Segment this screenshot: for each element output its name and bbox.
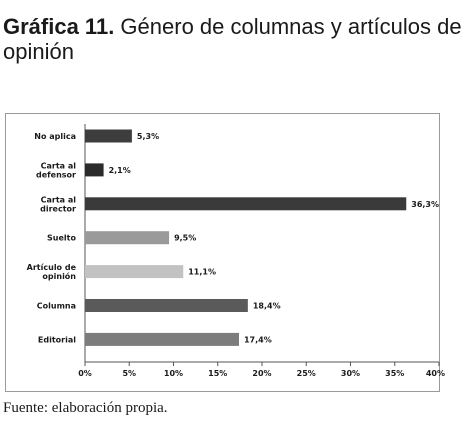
chart-title-text: Género de columnas y artículos de opinió… — [3, 14, 462, 64]
bar-value-label: 9,5% — [174, 234, 196, 243]
bar — [85, 231, 170, 245]
source-note: Fuente: elaboración propia. — [3, 400, 168, 416]
x-tick-label: 30% — [341, 369, 360, 378]
x-tick-label: 0% — [78, 369, 92, 378]
category-label: Artículo de — [27, 263, 77, 272]
x-tick-label: 25% — [297, 369, 316, 378]
bar-value-label: 2,1% — [109, 166, 131, 175]
category-label: Carta al — [41, 161, 77, 170]
bar — [85, 129, 132, 143]
x-tick-label: 15% — [208, 369, 227, 378]
bar — [85, 163, 104, 177]
bar — [85, 197, 407, 211]
category-label: opinión — [42, 271, 76, 281]
x-tick-label: 5% — [122, 369, 136, 378]
category-label: Suelto — [47, 234, 76, 243]
bar-value-label: 18,4% — [253, 302, 281, 311]
category-label: Carta al — [41, 195, 77, 204]
chart-frame — [5, 113, 440, 392]
bar-value-label: 36,3% — [411, 200, 439, 209]
x-tick-label: 40% — [426, 369, 445, 378]
bar-value-label: 11,1% — [188, 268, 216, 277]
chart-title-lead: Gráfica 11. — [3, 14, 115, 39]
category-label: Columna — [37, 302, 76, 311]
bar — [85, 299, 248, 312]
bar — [85, 332, 239, 346]
x-tick-label: 10% — [164, 369, 183, 378]
chart-title: Gráfica 11. Género de columnas y artícul… — [3, 14, 463, 64]
x-tick-label: 20% — [252, 369, 271, 378]
category-label: director — [40, 204, 76, 213]
bar-value-label: 5,3% — [137, 132, 159, 141]
bar-value-label: 17,4% — [244, 335, 272, 344]
category-label: No aplica — [34, 132, 76, 141]
category-label: Editorial — [38, 335, 76, 344]
x-tick-label: 35% — [385, 369, 404, 378]
bar — [85, 265, 184, 279]
category-label: defensor — [36, 170, 76, 179]
